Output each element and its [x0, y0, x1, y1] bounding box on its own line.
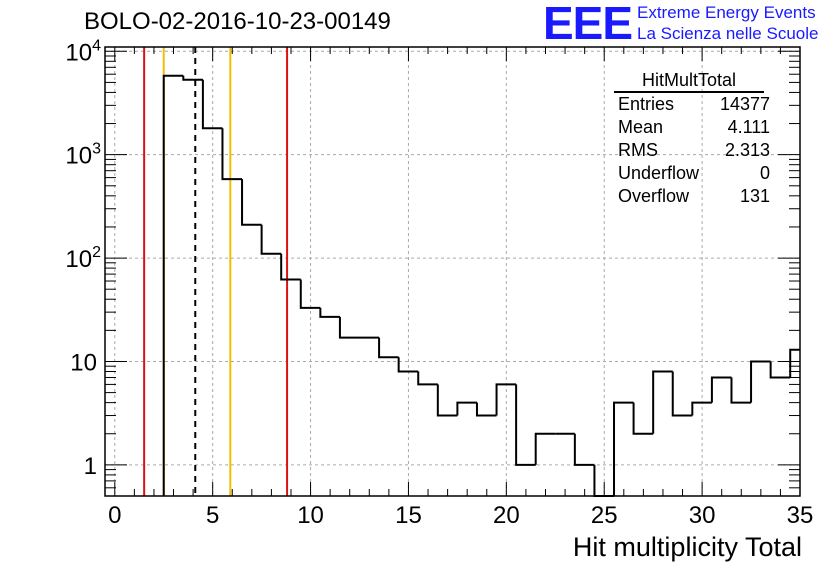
axis-ticks	[105, 47, 801, 497]
histogram-bin	[730, 377, 752, 404]
histogram-bin	[750, 360, 771, 403]
histogram-bin	[397, 357, 419, 373]
y-tick-label: 10	[70, 349, 97, 376]
histogram-bin	[260, 224, 282, 255]
histogram-bin	[652, 370, 673, 434]
histogram-bin	[573, 433, 595, 466]
histogram-series	[162, 74, 800, 497]
x-tick-label: 25	[591, 502, 618, 529]
histogram-bin	[534, 432, 556, 465]
x-tick-label: 15	[395, 502, 422, 529]
histogram-bin	[632, 402, 654, 435]
x-tick-label: 10	[297, 502, 324, 529]
histogram-bin	[475, 402, 497, 417]
y-tick-label: 102	[65, 244, 101, 273]
y-tick-label: 103	[65, 141, 101, 170]
histogram-bin	[671, 371, 693, 417]
histogram-bin	[299, 279, 321, 309]
stats-value: 14377	[719, 94, 770, 114]
histogram-bin	[769, 361, 791, 379]
stats-row-overflow: Overflow 131	[606, 185, 784, 208]
stats-key: Mean	[618, 117, 664, 137]
stats-box: HitMultTotal Entries 14377 Mean 4.111 RM…	[606, 70, 784, 208]
x-tick-label: 0	[108, 502, 121, 529]
x-tick-label: 20	[493, 502, 520, 529]
histogram-bin	[417, 371, 438, 386]
stats-value: 4.111	[727, 117, 770, 137]
stats-value: 131	[739, 186, 770, 206]
reference-lines	[143, 47, 289, 496]
histogram-bin	[221, 128, 243, 181]
chart-title: BOLO-02-2016-10-23-00149	[84, 8, 391, 35]
logo-line-1: Extreme Energy Events	[637, 3, 816, 22]
stats-row-underflow: Underflow 0	[606, 162, 784, 185]
stats-value: 0	[759, 163, 770, 183]
histogram-bin	[378, 337, 399, 359]
histogram-bin	[515, 384, 536, 466]
stats-key: Overflow	[618, 186, 690, 206]
stats-key: Entries	[618, 94, 675, 114]
histogram-bin	[338, 316, 360, 339]
histogram-bin	[436, 384, 458, 417]
stats-row-rms: RMS 2.313	[606, 139, 784, 162]
plot-frame	[104, 46, 801, 497]
tick-labels: 0 5 10 15 20 25 30 35 1 10 102 103 104	[65, 37, 813, 529]
stats-row-mean: Mean 4.111	[606, 116, 784, 139]
stats-row-entries: Entries 14377	[606, 93, 784, 116]
x-axis-label: Hit multiplicity Total	[572, 532, 802, 562]
histogram-bin	[319, 307, 340, 318]
histogram-bin	[495, 383, 517, 416]
x-tick-label: 30	[689, 502, 716, 529]
histogram-bin	[280, 253, 301, 281]
histogram-bin	[201, 79, 223, 130]
y-tick-label: 104	[65, 37, 101, 66]
histogram-bin	[182, 75, 203, 81]
grid-layer	[105, 47, 801, 496]
eee-logo: EEE	[543, 0, 633, 49]
histogram-bin	[691, 401, 712, 416]
histogram-bin	[789, 348, 800, 378]
stats-title: HitMultTotal	[614, 70, 764, 93]
x-tick-label: 5	[206, 502, 219, 529]
stats-key: RMS	[618, 140, 658, 160]
histogram-bin	[456, 401, 477, 416]
histogram-bin	[241, 179, 262, 226]
stats-value: 2.313	[724, 140, 770, 160]
histogram-bin	[613, 401, 634, 496]
x-tick-label: 35	[787, 502, 814, 529]
histogram-bin	[710, 376, 732, 403]
logo-line-2: La Scienza nelle Scuole	[637, 24, 819, 43]
histogram-bin	[162, 74, 184, 496]
y-tick-label: 1	[84, 453, 97, 480]
stats-key: Underflow	[618, 163, 700, 183]
